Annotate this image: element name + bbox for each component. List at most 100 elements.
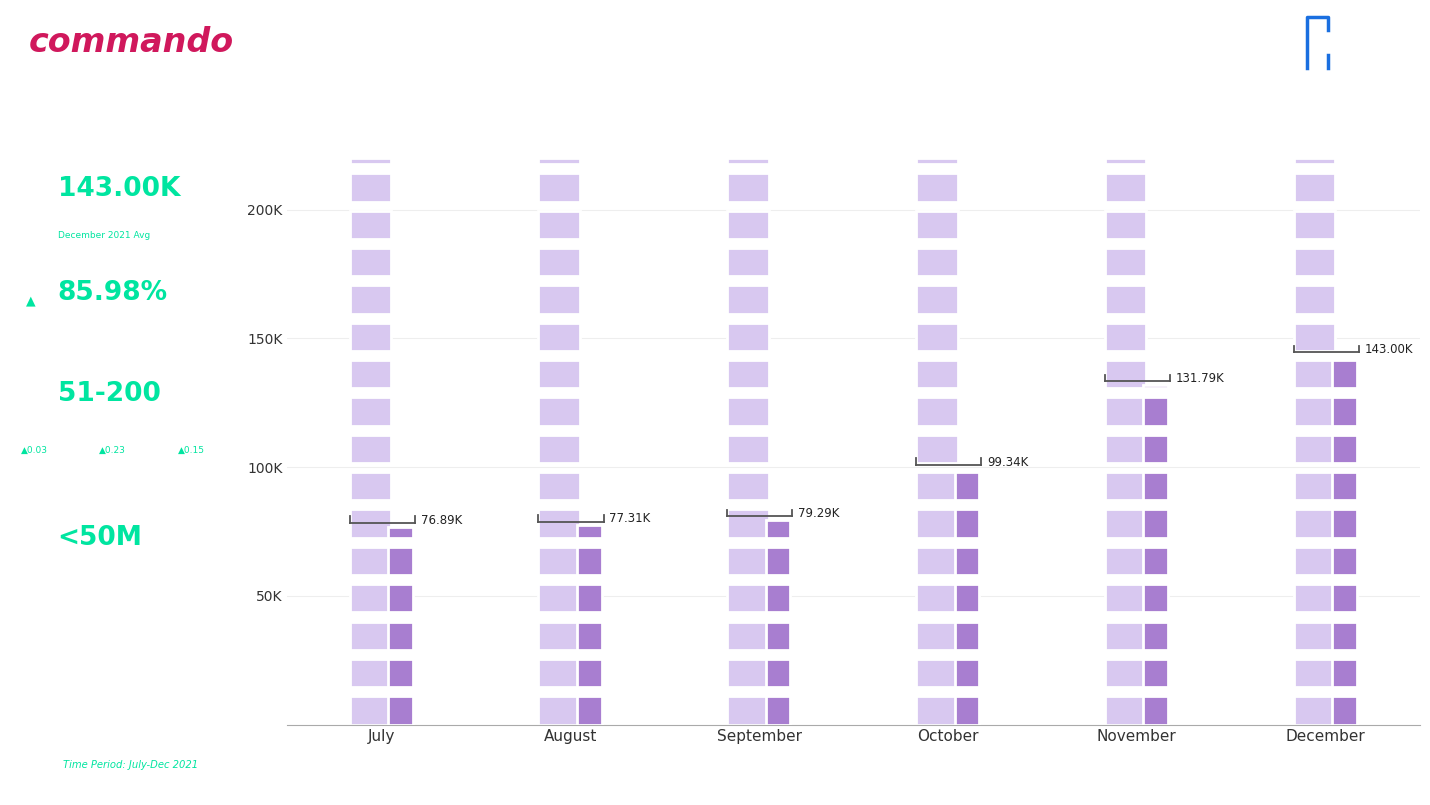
Bar [1144,658,1168,687]
Bar [728,173,769,202]
Bar [350,584,392,613]
Bar [917,173,958,202]
Bar [917,211,958,239]
Text: 6m Growth: 6m Growth [21,462,66,471]
Text: ▲: ▲ [26,294,36,308]
Bar [350,473,392,501]
Bar [389,696,413,725]
Text: December 2021 Avg: December 2021 Avg [57,231,150,241]
Bar [578,547,602,575]
Bar [539,323,581,351]
Bar [728,323,769,351]
Bar [1105,658,1147,687]
Bar [350,510,392,538]
Bar [1144,435,1168,463]
Bar [539,547,581,575]
Text: commando: commando [29,26,233,59]
Bar [1333,398,1357,426]
Bar [766,584,791,613]
Bar [350,158,392,164]
Bar [1294,435,1336,463]
Bar [578,526,602,538]
Bar [955,696,980,725]
Bar [539,173,581,202]
Bar [1144,385,1168,389]
Bar [350,696,392,725]
Bar [1144,696,1168,725]
Bar [350,398,392,426]
Bar [350,286,392,314]
Bar [728,248,769,276]
Bar [917,696,958,725]
Bar [350,547,392,575]
Bar [350,323,392,351]
Bar [1144,584,1168,613]
Text: 99.34K: 99.34K [987,456,1028,469]
Bar [1144,473,1168,501]
Bar [1294,248,1336,276]
Text: Daily Website Traffic: Daily Website Traffic [57,215,180,225]
Bar [1333,547,1357,575]
Bar [578,696,602,725]
Bar [539,621,581,650]
Bar [539,510,581,538]
Bar [728,286,769,314]
Bar [389,547,413,575]
Text: 85.98%: 85.98% [57,280,167,307]
Bar [350,658,392,687]
Bar [1144,621,1168,650]
Bar [539,435,581,463]
Bar [1294,658,1336,687]
Bar [1294,510,1336,538]
Bar [1333,473,1357,501]
Bar [1105,510,1147,538]
Text: S: S [27,541,34,551]
Bar [728,658,769,687]
Bar [539,473,581,501]
Bar [766,658,791,687]
Bar [917,248,958,276]
Text: 143.00K: 143.00K [57,176,180,202]
Bar [728,584,769,613]
Text: 77.31K: 77.31K [609,513,651,526]
Bar [1333,360,1357,389]
Bar [728,510,769,538]
Text: Revenue: Revenue [57,562,109,572]
Bar [917,158,958,164]
Bar [539,248,581,276]
Bar [1294,323,1336,351]
Text: ▲0.03: ▲0.03 [21,446,49,455]
Bar [917,584,958,613]
Bar [1105,398,1147,426]
Bar [539,360,581,389]
Text: 76.89K: 76.89K [420,514,462,526]
Text: Company Size: Company Size [57,418,140,428]
Bar [539,584,581,613]
Text: Traffic Growth Rate: Traffic Growth Rate [57,317,173,328]
Bar [917,510,958,538]
Bar [1105,435,1147,463]
Text: Time Period: July-Dec 2021: Time Period: July-Dec 2021 [63,761,199,770]
Bar [728,473,769,501]
Bar [728,435,769,463]
Bar [1294,584,1336,613]
Bar [1333,621,1357,650]
Bar [917,435,958,463]
Bar [1105,696,1147,725]
Bar [1294,173,1336,202]
Bar [350,435,392,463]
Text: 79.29K: 79.29K [798,507,839,520]
Text: 1y Growth: 1y Growth [100,462,140,471]
Bar [1294,360,1336,389]
Text: 51-200: 51-200 [57,382,160,407]
Text: ▲0.15: ▲0.15 [177,446,204,455]
Bar [1105,584,1147,613]
Bar [728,398,769,426]
Bar [917,360,958,389]
Bar [389,526,413,538]
Bar [1294,211,1336,239]
Bar [917,658,958,687]
Bar [1105,547,1147,575]
Bar [766,520,791,538]
Bar [1105,473,1147,501]
